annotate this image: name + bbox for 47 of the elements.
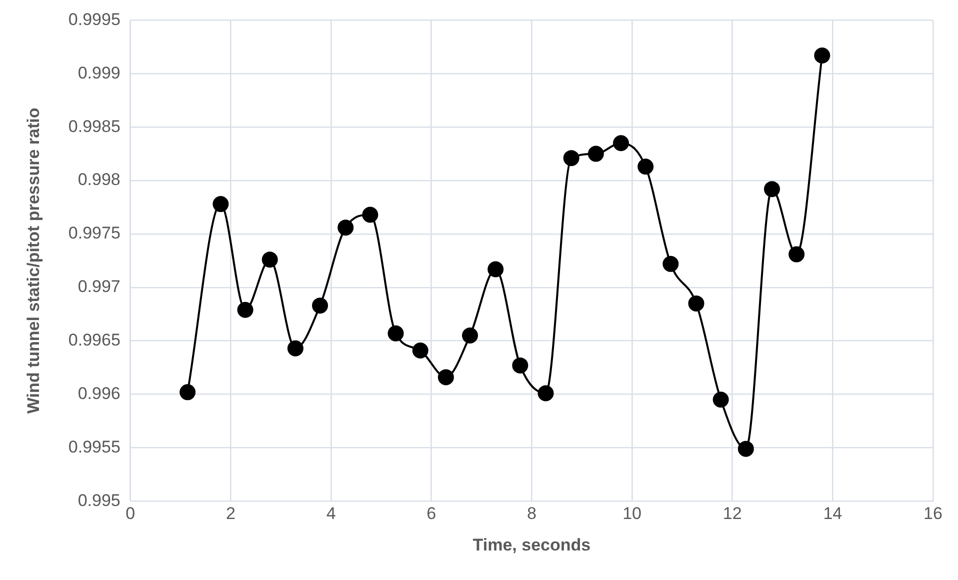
y-tick-label: 0.999	[78, 63, 120, 82]
x-tick-label: 4	[326, 504, 336, 524]
point	[462, 328, 478, 344]
y-tick-label: 0.9985	[68, 116, 120, 136]
point	[662, 256, 679, 272]
point	[312, 298, 328, 314]
point	[388, 325, 404, 342]
point	[712, 392, 729, 408]
y-tick-label: 0.9965	[68, 330, 120, 350]
point	[638, 158, 654, 175]
point	[180, 384, 196, 400]
x-tick-label: 0	[126, 504, 136, 524]
point	[738, 440, 754, 457]
point	[237, 302, 254, 318]
y-axis-title: Wind tunnel static/pitot pressure ratio	[24, 108, 43, 414]
x-tick-label: 2	[226, 504, 236, 524]
point	[688, 295, 704, 312]
x-tick-label: 14	[823, 504, 842, 524]
point	[764, 181, 780, 198]
y-tick-label: 0.9975	[68, 224, 120, 243]
y-tick-label: 0.998	[78, 170, 120, 190]
y-tick-label: 0.995	[78, 490, 120, 510]
point	[488, 261, 504, 278]
point	[287, 340, 304, 356]
y-tick-label: 0.997	[78, 277, 120, 296]
point	[362, 206, 378, 223]
y-tick-label: 0.996	[78, 384, 120, 403]
point	[338, 220, 354, 236]
point	[412, 342, 428, 358]
y-tick-label: 0.9995	[68, 10, 120, 29]
y-tick-label: 0.9955	[68, 437, 120, 456]
x-tick-label: 8	[526, 504, 536, 524]
point	[438, 369, 454, 386]
x-tick-label: 6	[426, 504, 436, 524]
point	[814, 47, 830, 64]
point	[538, 385, 554, 402]
point	[563, 150, 580, 166]
point	[588, 146, 604, 162]
x-tick-label: 10	[622, 504, 642, 524]
x-axis-title: Time, seconds	[472, 535, 591, 554]
point	[788, 246, 805, 262]
point	[612, 135, 629, 152]
point	[512, 357, 528, 374]
point	[212, 196, 229, 212]
x-tick-label: 16	[924, 504, 942, 524]
point	[262, 252, 278, 268]
x-tick-label: 12	[722, 504, 742, 524]
